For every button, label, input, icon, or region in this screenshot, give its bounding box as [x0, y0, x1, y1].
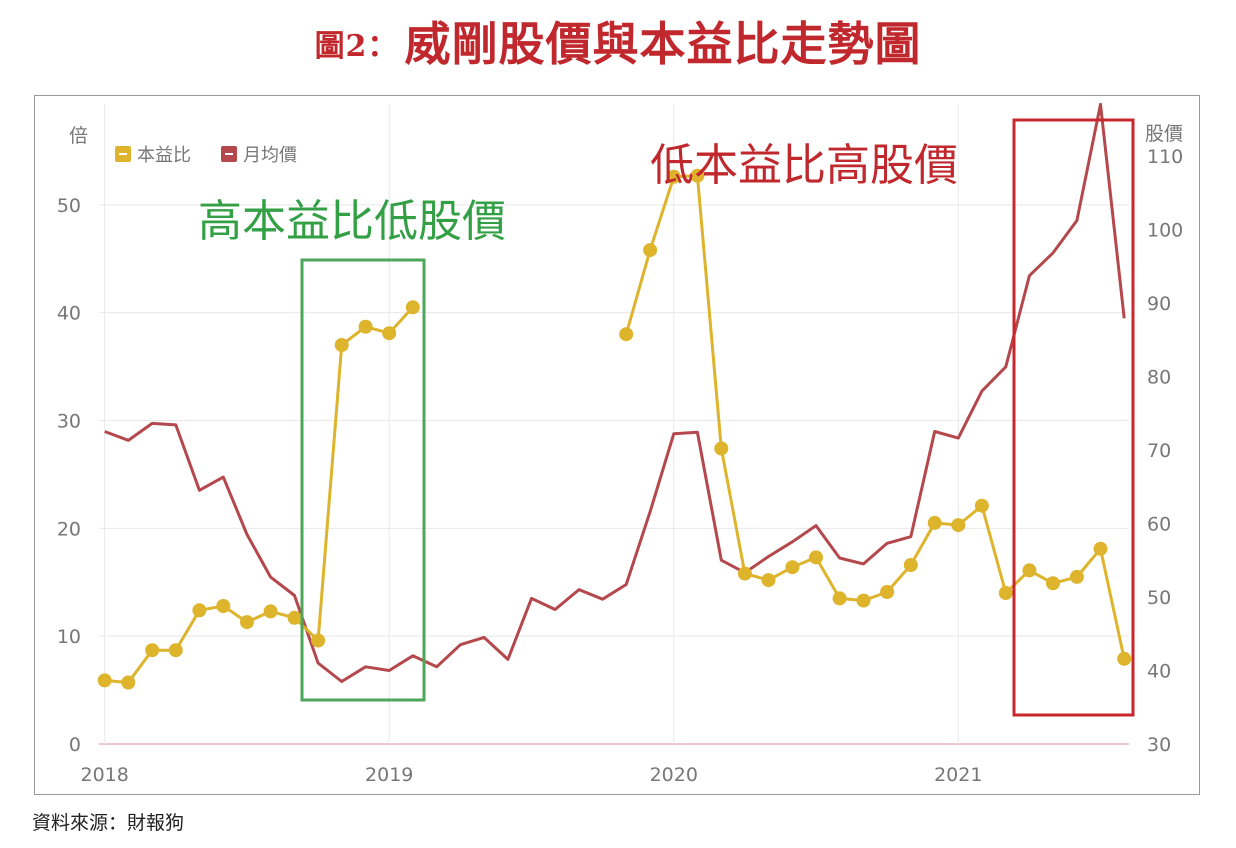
- chart-title-text: 威剛股價與本益比走勢圖: [404, 17, 922, 71]
- y-left-tick-label: 30: [57, 411, 81, 433]
- price-series-line: [104, 102, 1126, 683]
- pe-point: [263, 604, 278, 619]
- pe-point: [880, 585, 895, 599]
- pe-point: [1093, 541, 1108, 556]
- pe-point: [405, 300, 420, 315]
- pe-point: [785, 560, 800, 575]
- pe-point: [714, 441, 729, 456]
- pe-point: [832, 591, 847, 606]
- annotation-low-pe-high-price: 低本益比高股價: [650, 140, 958, 191]
- pe-point: [287, 610, 302, 625]
- y-right-tick-label: 50: [1147, 587, 1171, 609]
- figure-number: 圖2：: [314, 29, 399, 64]
- pe-point: [809, 550, 823, 565]
- pe-point: [168, 643, 183, 658]
- y-right-axis-label: 股價: [1145, 123, 1183, 145]
- y-right-tick-label: 30: [1147, 734, 1171, 756]
- source-note: 資料來源：財報狗: [32, 812, 185, 834]
- pe-point: [145, 643, 160, 658]
- pe-point: [737, 566, 752, 581]
- y-left-tick-label: 0: [69, 734, 81, 756]
- chart-title: 圖2： 威剛股價與本益比走勢圖: [0, 8, 1236, 74]
- pe-point: [1117, 651, 1132, 666]
- pe-point: [761, 573, 776, 588]
- y-left-tick-label: 10: [57, 626, 81, 648]
- pe-point: [358, 319, 373, 334]
- chart-frame: 0 10 20 30 40 50 30 40 50 60 70 80 90 100 110 2018 2019 2…: [34, 95, 1200, 795]
- pe-point: [97, 673, 112, 688]
- pe-point: [1022, 563, 1037, 578]
- x-tick-label: 2019: [365, 764, 413, 786]
- pe-point: [382, 326, 397, 341]
- pe-point: [619, 327, 634, 342]
- pe-point: [1069, 569, 1084, 584]
- legend-label-pe: 本益比: [137, 145, 191, 166]
- pe-point: [666, 169, 681, 184]
- y-right-tick-label: 100: [1147, 219, 1183, 241]
- chart-svg: 0 10 20 30 40 50 30 40 50 60 70 80 90 100 110 2018 2019 2…: [57, 102, 1183, 786]
- y-right-tick-label: 40: [1147, 660, 1171, 682]
- y-left-tick-label: 40: [57, 303, 81, 325]
- x-tick-label: 2021: [934, 764, 982, 786]
- pe-point: [334, 338, 349, 352]
- pe-point: [311, 633, 326, 648]
- y-left-tick-label: 20: [57, 518, 81, 540]
- pe-point: [903, 558, 918, 572]
- pe-point: [643, 243, 658, 258]
- y-right-tick-label: 80: [1147, 366, 1171, 388]
- y-right-tick-label: 60: [1147, 513, 1171, 535]
- pe-point: [998, 586, 1013, 600]
- pe-point: [1046, 576, 1060, 591]
- y-right-tick-label: 90: [1147, 293, 1171, 315]
- pe-point: [690, 168, 705, 183]
- highlight-box-green: [300, 258, 426, 702]
- y-right-tick-label: 110: [1147, 146, 1183, 168]
- annotation-high-pe-low-price: 高本益比低股價: [198, 196, 506, 247]
- y-right-tick-label: 70: [1147, 440, 1171, 462]
- pe-point: [121, 675, 136, 690]
- pe-point: [216, 599, 231, 613]
- pe-point: [927, 515, 942, 530]
- pe-point: [240, 615, 254, 630]
- pe-point: [951, 518, 966, 533]
- pe-point: [192, 603, 207, 618]
- pe-series-line: [624, 174, 1126, 660]
- legend-label-price: 月均價: [243, 145, 297, 166]
- pe-point: [974, 498, 989, 513]
- x-tick-label: 2020: [650, 764, 698, 786]
- pe-point: [856, 593, 871, 608]
- pe-series-line: [104, 306, 414, 684]
- x-tick-label: 2018: [81, 764, 129, 786]
- y-left-tick-label: 50: [57, 195, 81, 217]
- highlight-box-red: [1012, 118, 1135, 717]
- y-left-axis-label: 倍: [69, 125, 88, 147]
